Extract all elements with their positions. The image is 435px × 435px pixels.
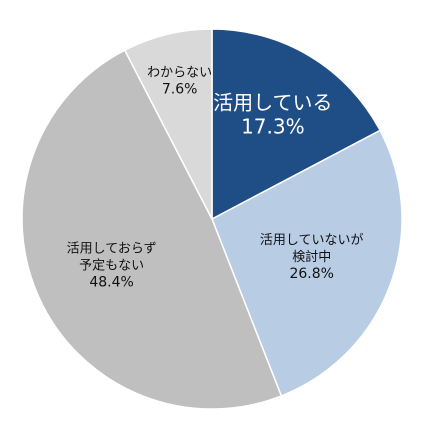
pie-slice-2 [211,129,403,397]
slice-category-label: 活用している [213,90,332,114]
slice-category-label: 活用しておらず [67,242,157,257]
slice-category-label: わからない [147,66,212,81]
pie-slice-4 [123,28,213,220]
slice-category-label: 予定もない [79,259,144,274]
pie-slices [21,28,403,410]
slice-value-label: 7.6% [162,82,198,98]
slice-category-label: 検討中 [292,249,331,265]
slice-category-label: 活用していないが [260,233,364,248]
slice-value-label: 17.3% [241,114,305,138]
slice-value-label: 48.4% [89,275,133,291]
pie-slice-1 [211,28,382,221]
pie-slice-3 [21,49,283,410]
slice-value-label: 26.8% [289,266,333,282]
